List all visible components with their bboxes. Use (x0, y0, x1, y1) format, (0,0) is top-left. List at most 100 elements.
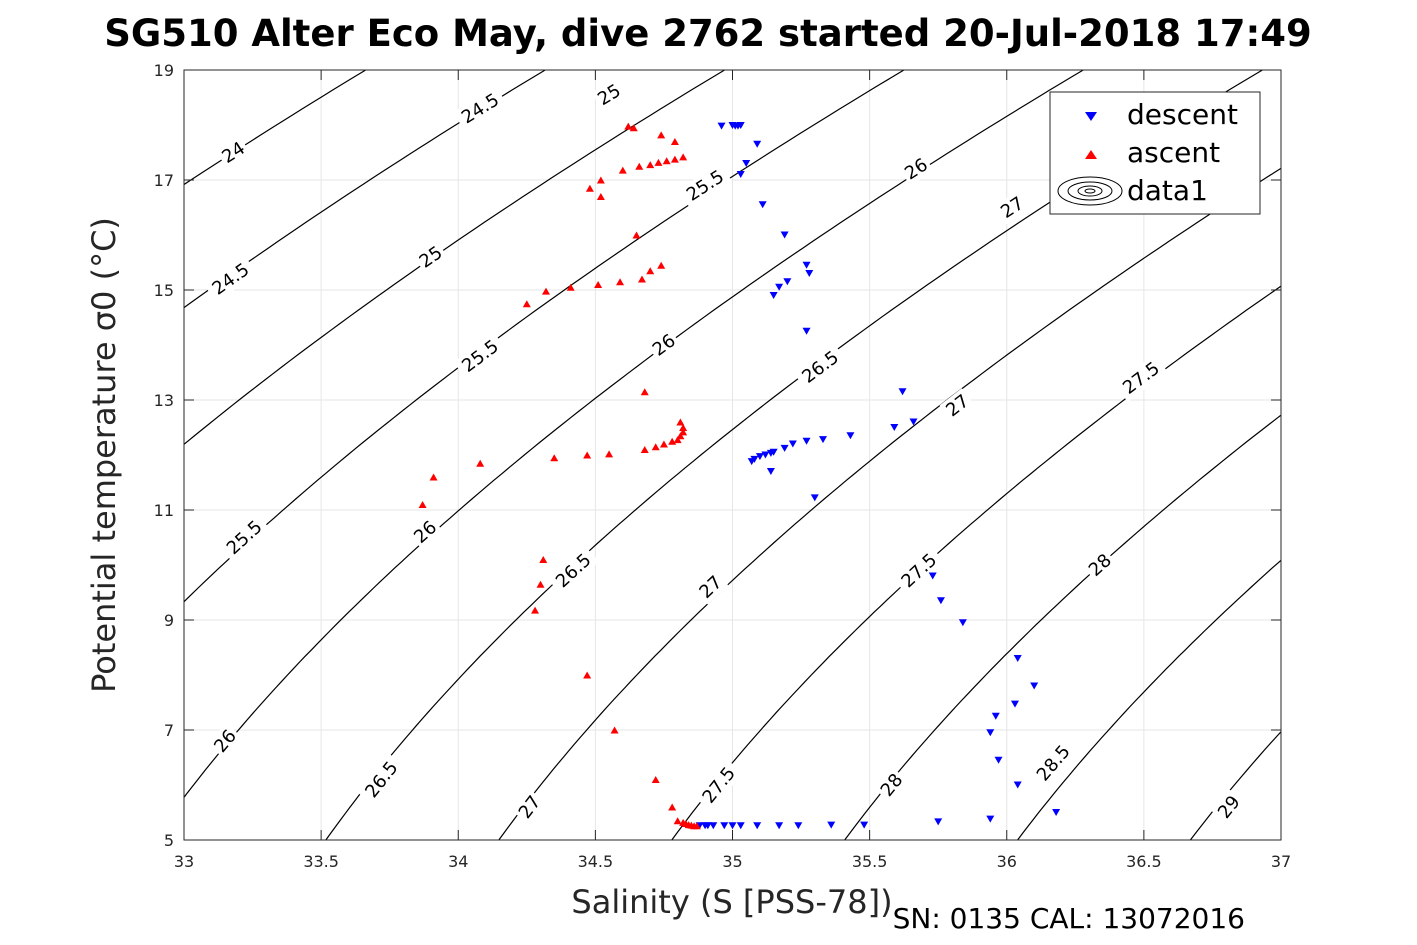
x-axis-ticks: 33 33.5 34 34.5 35 35.5 36 36.5 37 (174, 70, 1291, 871)
ascent-point (676, 418, 685, 426)
y-tick-label: 5 (164, 831, 174, 850)
ascent-point (679, 153, 688, 161)
descent-point (860, 821, 869, 829)
ascent-point (539, 556, 548, 563)
ascent-point (624, 122, 633, 130)
contour-label-bg (357, 753, 406, 806)
x-tick-label: 36 (997, 852, 1017, 871)
descent-point (991, 712, 1000, 720)
ascent-point (668, 803, 677, 811)
contour-label-bg (939, 388, 976, 423)
contour-line-28 (843, 414, 1281, 840)
y-tick-label: 19 (154, 61, 174, 80)
legend-item-descent[interactable]: descent (1085, 98, 1238, 131)
descent-point (898, 388, 907, 396)
contour-icon (1057, 176, 1123, 206)
contour-line-24-5 (184, 70, 547, 309)
contour-label-bg (512, 789, 547, 825)
ascent-point (646, 161, 655, 169)
descent-point (1052, 809, 1061, 816)
contour-label-bg (215, 135, 252, 170)
y-tick-label: 7 (164, 721, 174, 740)
descent-point (742, 160, 751, 167)
ascent-point (605, 450, 614, 458)
ascent-point (659, 440, 668, 448)
ascent-point (522, 300, 531, 308)
contour-line-29 (1189, 730, 1281, 840)
descent-point (802, 261, 811, 269)
contour-line-25 (184, 70, 726, 446)
descent-point (934, 818, 943, 826)
chart-title: SG510 Alter Eco May, dive 2762 started 2… (104, 12, 1312, 55)
contour-label-bg (453, 85, 508, 132)
descent-point (805, 270, 814, 277)
contour-label-bg (547, 545, 600, 596)
contour-label-bg (692, 569, 729, 605)
x-axis-label: Salinity (S [PSS-78]) (571, 883, 892, 921)
ascent-point (640, 388, 649, 396)
contour-label-bg (874, 767, 909, 803)
x-tick-label: 36.5 (1126, 852, 1162, 871)
ascent-point (662, 157, 671, 165)
descent-point (736, 171, 745, 178)
descent-point (758, 201, 767, 209)
legend-label-descent: descent (1127, 98, 1238, 131)
descent-point (819, 436, 828, 444)
contour-label-bg (591, 78, 627, 112)
ascent-point (583, 451, 592, 459)
x-tick-label: 37 (1271, 852, 1291, 871)
contour-label-bg (994, 190, 1030, 225)
contour-line-28-5 (1016, 559, 1281, 840)
legend-item-data1[interactable]: data1 (1057, 174, 1208, 207)
descent-point (794, 822, 803, 830)
ascent-point (596, 193, 605, 200)
descent-point (890, 424, 899, 431)
y-tick-label: 9 (164, 611, 174, 630)
contour-label-bg (203, 255, 258, 303)
ascent-point (476, 459, 485, 467)
descent-point (728, 822, 737, 830)
descent-point (736, 822, 745, 830)
descent-point (928, 572, 937, 580)
contour-line-27 (498, 167, 1281, 840)
data-points (418, 122, 1061, 830)
y-axis-label: Potential temperature σ0 (°C) (85, 217, 123, 693)
contour-line-25-5 (184, 70, 906, 603)
descent-point (753, 140, 762, 148)
descent-point (701, 822, 710, 830)
ascent-point (670, 138, 679, 145)
contour-label-bg (1114, 354, 1168, 402)
y-tick-label: 11 (154, 501, 174, 520)
ascent-point (550, 454, 559, 462)
ascent-point (536, 580, 545, 588)
x-tick-label: 34 (448, 852, 468, 871)
descent-point (755, 453, 764, 461)
contour-label-bg (678, 162, 733, 209)
x-tick-label: 35 (722, 852, 742, 871)
ascent-point (670, 155, 679, 163)
x-tick-label: 33.5 (303, 852, 339, 871)
descent-point (775, 822, 784, 830)
contour-label-bg (793, 343, 847, 391)
legend-label-data1: data1 (1127, 174, 1208, 207)
contour-label-bg (453, 332, 507, 380)
ascent-point (618, 166, 627, 174)
descent-point (780, 231, 789, 239)
descent-point (846, 432, 855, 440)
ascent-point (673, 436, 682, 444)
ascent-point (531, 606, 540, 614)
ascent-point (616, 278, 625, 286)
descent-point (958, 619, 967, 627)
legend-label-ascent: ascent (1127, 136, 1220, 169)
ascent-point (632, 231, 641, 239)
ascent-point (651, 443, 660, 451)
contour-label-bg (694, 758, 744, 812)
descent-point (994, 756, 1003, 764)
descent-point (747, 458, 756, 466)
ascent-point (654, 158, 663, 166)
legend-item-ascent[interactable]: ascent (1085, 136, 1220, 169)
x-tick-label: 34.5 (578, 852, 614, 871)
descent-point (766, 468, 775, 475)
descent-point (1010, 700, 1019, 708)
legend[interactable]: descent ascent data1 (1049, 91, 1261, 215)
